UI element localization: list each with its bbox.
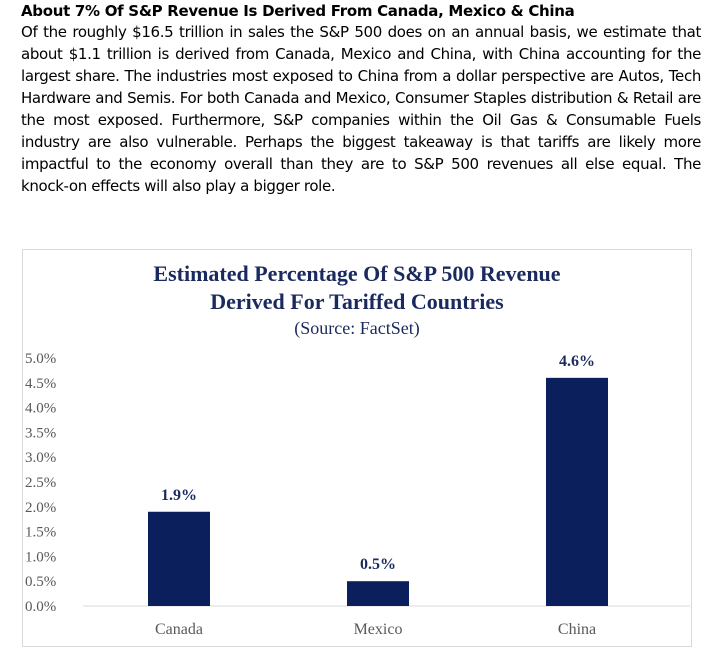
y-tick-label: 5.0%	[25, 351, 56, 367]
data-label: 4.6%	[559, 353, 595, 370]
y-tick-label: 4.0%	[25, 401, 56, 417]
article-body: Of the roughly $16.5 trillion in sales t…	[21, 23, 701, 195]
data-label: 0.5%	[360, 556, 396, 573]
x-tick-label: China	[558, 621, 596, 638]
chart-frame	[22, 249, 692, 647]
article-heading: About 7% Of S&P Revenue Is Derived From …	[21, 2, 575, 20]
bar-mexico	[347, 581, 409, 606]
chart-subtitle: (Source: FactSet)	[294, 318, 419, 339]
y-tick-label: 3.0%	[25, 450, 56, 466]
bar-canada	[148, 511, 210, 606]
x-tick-label: Mexico	[354, 621, 403, 638]
y-tick-label: 4.5%	[25, 376, 56, 392]
y-tick-label: 0.0%	[25, 599, 56, 615]
y-tick-label: 1.0%	[25, 549, 56, 565]
bar-china	[546, 377, 608, 606]
x-tick-label: Canada	[155, 621, 203, 638]
y-tick-label: 0.5%	[25, 574, 56, 590]
y-tick-label: 3.5%	[25, 425, 56, 441]
chart-title-line1: Estimated Percentage Of S&P 500 Revenue	[153, 261, 560, 286]
chart-title-line2: Derived For Tariffed Countries	[210, 289, 504, 314]
y-tick-label: 2.0%	[25, 500, 56, 516]
y-tick-label: 2.5%	[25, 475, 56, 491]
data-label: 1.9%	[161, 487, 197, 504]
y-tick-label: 1.5%	[25, 525, 56, 541]
